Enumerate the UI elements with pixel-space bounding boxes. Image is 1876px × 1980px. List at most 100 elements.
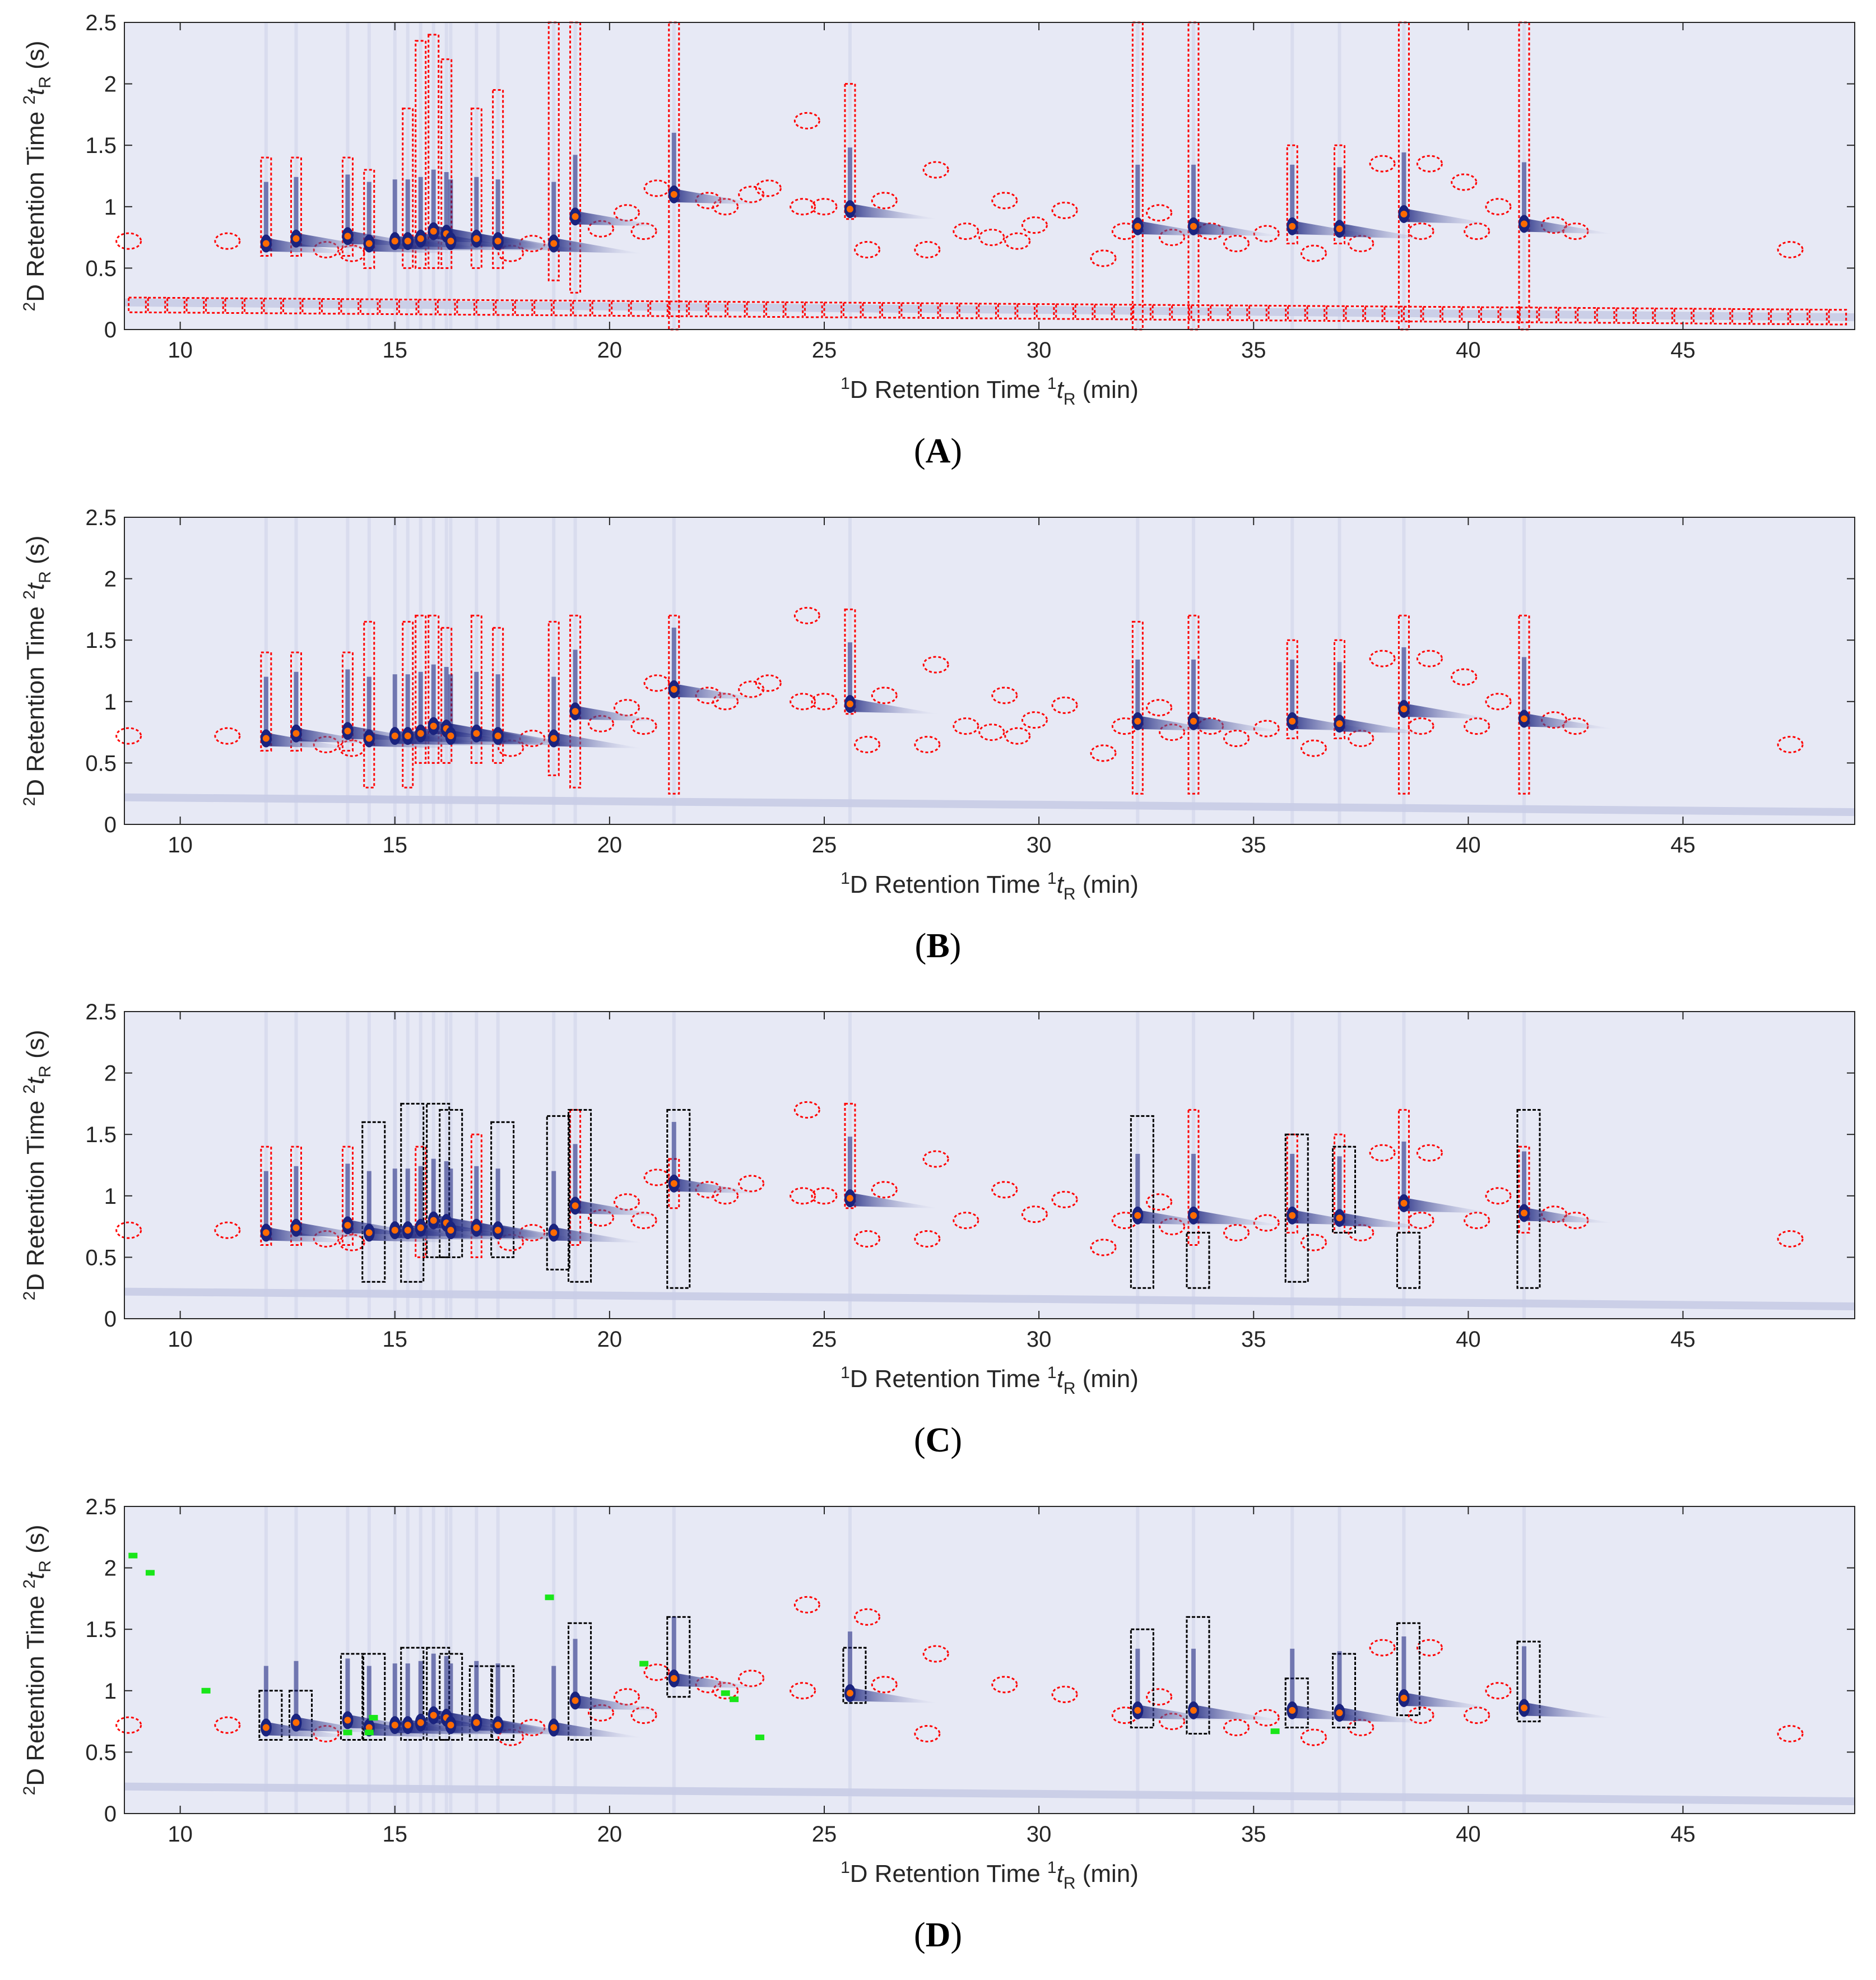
peak-tail	[296, 1222, 386, 1238]
column-streak	[419, 22, 422, 330]
red-contour-blob	[991, 192, 1018, 210]
peak-ridge	[551, 182, 556, 244]
peak-ridge	[847, 147, 852, 210]
x-tick-label: 15	[382, 1822, 407, 1847]
column-streak	[475, 1012, 479, 1319]
peak-tail	[674, 683, 764, 699]
peak-ridge	[495, 179, 500, 242]
x-axis-label-part: 1	[1047, 1364, 1057, 1382]
peak-ridge	[405, 674, 410, 736]
plot-area	[124, 1506, 1855, 1814]
peak-tail	[554, 1227, 644, 1243]
red-contour-blob	[1408, 717, 1434, 735]
peak-apex-dot	[430, 1217, 437, 1224]
red-contour-spike	[415, 40, 427, 269]
red-contour-spike	[440, 58, 453, 269]
red-contour-spike	[363, 620, 375, 789]
peak-tail	[1404, 1692, 1494, 1708]
y-tick-label: 2	[104, 1556, 117, 1581]
peak-tail	[1404, 208, 1494, 224]
column-streak	[406, 22, 410, 330]
peak-apex-dot	[1520, 1704, 1527, 1712]
red-contour-blob	[922, 1645, 949, 1663]
y-axis-label-part: D Retention Time	[22, 600, 49, 797]
peak-tail	[849, 698, 940, 715]
red-contour-spike	[260, 651, 272, 752]
peak-ridge	[392, 674, 397, 736]
red-contour-blob	[914, 1230, 941, 1248]
red-contour-spike	[260, 1146, 272, 1246]
peak-tail	[554, 732, 644, 749]
column-streak	[367, 517, 371, 824]
green-mark	[639, 1661, 649, 1667]
red-contour-blob	[991, 1676, 1018, 1694]
red-contour-blob	[1223, 1224, 1250, 1242]
y-axis-label-part: R	[36, 76, 54, 89]
red-contour-blob	[1408, 1212, 1434, 1230]
x-axis-label-part: 1	[1047, 1858, 1057, 1877]
red-contour-blob	[1090, 744, 1117, 762]
x-axis-label-part: t	[1057, 1860, 1065, 1888]
y-axis-label-part: 2	[20, 1786, 39, 1796]
peak-ridge	[1290, 1648, 1295, 1710]
peak-ridge	[1135, 164, 1140, 226]
column-streak	[367, 1012, 371, 1319]
y-tick-label: 1.5	[85, 1617, 117, 1642]
black-contour	[1396, 1622, 1420, 1717]
red-contour-blob	[1051, 201, 1078, 219]
peak-apex-dot	[391, 1722, 398, 1729]
y-tick-label: 0.5	[85, 1740, 117, 1765]
black-contour	[1331, 1146, 1356, 1234]
red-contour-spike	[1333, 639, 1345, 740]
peak-apex-dot	[447, 1722, 454, 1729]
x-axis-label: 1D Retention Time 1tR (min)	[841, 374, 1139, 409]
plot-frame	[124, 1011, 1855, 1319]
red-contour-blob	[214, 1716, 241, 1734]
red-contour-blob	[1485, 1187, 1512, 1205]
peak-apex-dot	[1336, 225, 1343, 233]
column-streak	[419, 517, 422, 824]
peak-tail	[1193, 715, 1283, 731]
black-contour	[439, 1109, 463, 1258]
red-contour-blob	[1485, 693, 1512, 711]
x-tick-label: 15	[382, 833, 407, 857]
red-contour-blob	[1777, 1230, 1804, 1248]
red-contour-spike	[470, 107, 482, 269]
red-contour-blob	[738, 186, 765, 203]
peak-ridge	[418, 1166, 423, 1228]
column-streak	[552, 1506, 556, 1814]
peak-ridge	[474, 671, 479, 734]
red-contour-spike	[547, 620, 560, 776]
peak-ridge	[573, 650, 578, 712]
peak-apex-dot	[404, 1722, 411, 1729]
peak-apex-dot	[1190, 1707, 1197, 1714]
x-tick-label: 40	[1456, 833, 1481, 857]
black-contour	[1130, 1115, 1154, 1289]
y-tick-label: 1	[104, 690, 117, 715]
peak-apex-dot	[262, 1724, 270, 1731]
red-contour-blob	[115, 1716, 142, 1734]
black-contour	[1331, 1653, 1356, 1729]
peak-tail	[1193, 1209, 1283, 1226]
y-axis-label: 2D Retention Time 2tR (s)	[20, 1030, 54, 1301]
red-contour-blob	[811, 693, 838, 711]
peak-apex-dot	[670, 1675, 677, 1682]
peak-ridge	[345, 1163, 350, 1226]
y-axis-label-part: R	[36, 1560, 54, 1573]
red-contour-spike	[341, 1146, 354, 1246]
red-contour-blob	[755, 179, 782, 197]
peak-tail	[674, 1672, 764, 1689]
column-streak	[393, 1012, 397, 1319]
red-contour-blob	[790, 693, 816, 711]
peak-tail	[1339, 1707, 1429, 1723]
red-contour-blob	[1485, 1682, 1512, 1700]
y-tick-label: 0.5	[85, 256, 117, 281]
black-contour	[490, 1665, 515, 1741]
red-contour-blob	[214, 1221, 241, 1239]
panel-b-caption: (B)	[914, 927, 962, 965]
black-contour	[842, 1647, 867, 1704]
peak-apex-dot	[447, 238, 454, 245]
peak-apex-dot	[846, 1690, 853, 1697]
